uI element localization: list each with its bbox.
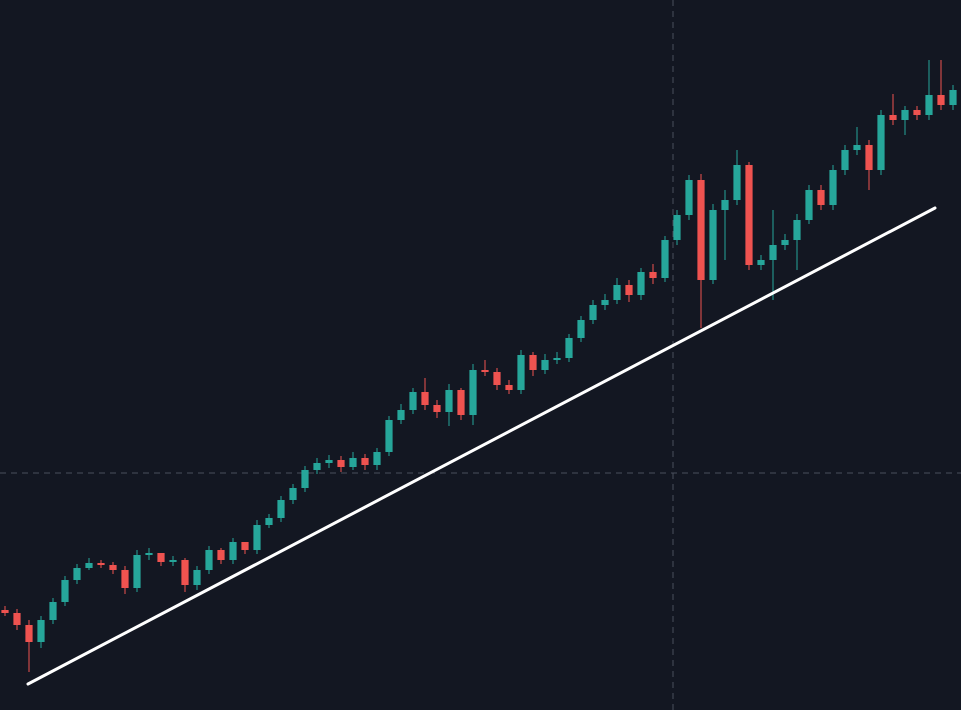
candle-body bbox=[49, 602, 57, 620]
candle-body bbox=[949, 90, 957, 105]
candle-body bbox=[109, 565, 117, 570]
candle-body bbox=[289, 488, 297, 500]
candle-body bbox=[313, 463, 321, 470]
candle-body bbox=[73, 568, 81, 580]
candle-body bbox=[745, 165, 753, 265]
candle-body bbox=[577, 320, 585, 338]
candle-body bbox=[697, 180, 705, 280]
candle-body bbox=[685, 180, 693, 215]
candle-body bbox=[325, 460, 333, 463]
candle-body bbox=[241, 542, 249, 550]
trend-line bbox=[26, 206, 937, 686]
candle-body bbox=[625, 285, 633, 295]
candle-body bbox=[553, 358, 561, 360]
candle-body bbox=[361, 458, 369, 465]
candle-body bbox=[817, 190, 825, 205]
candles bbox=[1, 60, 957, 672]
candle-body bbox=[265, 518, 273, 525]
candle-body bbox=[937, 95, 945, 105]
candle-body bbox=[169, 560, 177, 562]
candle-body bbox=[541, 360, 549, 370]
candle-body bbox=[877, 115, 885, 170]
candle-body bbox=[769, 245, 777, 260]
candle-body bbox=[481, 370, 489, 372]
candle-body bbox=[1, 610, 9, 613]
candle-body bbox=[493, 372, 501, 385]
candle-body bbox=[205, 550, 213, 570]
candle-body bbox=[409, 392, 417, 410]
candle-body bbox=[421, 392, 429, 405]
candle-body bbox=[469, 370, 477, 415]
candle-body bbox=[721, 200, 729, 210]
candle-body bbox=[25, 625, 33, 642]
candle-body bbox=[757, 260, 765, 265]
candle-body bbox=[457, 390, 465, 415]
candle-body bbox=[145, 553, 153, 555]
candle-body bbox=[277, 500, 285, 518]
candle-body bbox=[733, 165, 741, 200]
candle-body bbox=[889, 115, 897, 120]
candle-body bbox=[637, 272, 645, 295]
candle-body bbox=[385, 420, 393, 452]
candle-body bbox=[217, 550, 225, 560]
candle-body bbox=[229, 542, 237, 560]
candle-body bbox=[433, 405, 441, 412]
candle-body bbox=[661, 240, 669, 278]
candle-body bbox=[925, 95, 933, 115]
candle-body bbox=[445, 390, 453, 412]
candle-body bbox=[85, 563, 93, 568]
candle-body bbox=[517, 355, 525, 390]
candle-body bbox=[901, 110, 909, 120]
candle-body bbox=[805, 190, 813, 220]
candle-body bbox=[13, 613, 21, 625]
candle-body bbox=[373, 452, 381, 465]
candle-body bbox=[829, 170, 837, 205]
candle-body bbox=[613, 285, 621, 300]
candle-body bbox=[193, 570, 201, 585]
candle-body bbox=[349, 458, 357, 467]
candle-body bbox=[565, 338, 573, 358]
candle-body bbox=[133, 555, 141, 588]
candle-body bbox=[97, 563, 105, 565]
candle-body bbox=[181, 560, 189, 585]
candle-body bbox=[337, 460, 345, 467]
candle-body bbox=[853, 145, 861, 150]
candle-body bbox=[793, 220, 801, 240]
candle-body bbox=[601, 300, 609, 305]
candle-body bbox=[37, 620, 45, 642]
candle-body bbox=[157, 553, 165, 562]
candle-body bbox=[781, 240, 789, 245]
candle-body bbox=[841, 150, 849, 170]
candle-body bbox=[865, 145, 873, 170]
candle-body bbox=[397, 410, 405, 420]
candle-body bbox=[61, 580, 69, 602]
candle-body bbox=[505, 385, 513, 390]
candle-body bbox=[121, 570, 129, 588]
candle-body bbox=[253, 525, 261, 550]
candle-body bbox=[589, 305, 597, 320]
candle-body bbox=[673, 215, 681, 240]
candle-body bbox=[649, 272, 657, 278]
candle-body bbox=[709, 210, 717, 280]
candle-body bbox=[529, 355, 537, 370]
candle-body bbox=[301, 470, 309, 488]
candle-body bbox=[913, 110, 921, 115]
